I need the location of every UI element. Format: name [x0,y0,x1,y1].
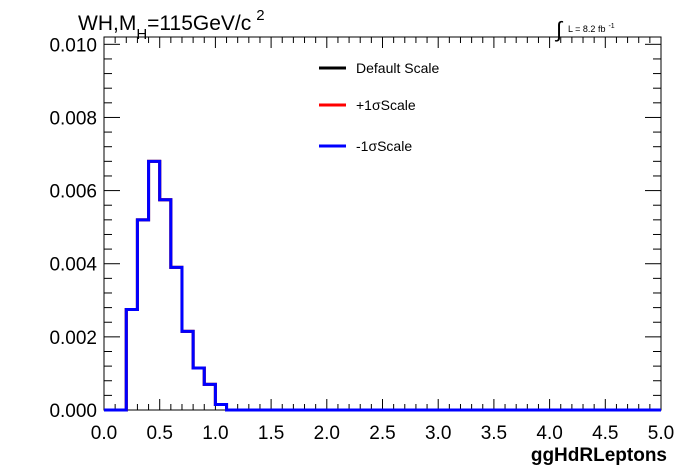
x-axis-label: ggHdRLeptons [531,445,667,466]
legend-label: Default Scale [356,60,439,76]
series-line-1 [104,161,661,410]
x-tick-label: 5.0 [648,423,674,444]
x-tick-label: 3.0 [425,423,451,444]
luminosity-label: L = 8.2 fb -1 [568,23,615,34]
x-tick-label: 2.5 [369,423,395,444]
x-tick-label: 2.0 [314,423,340,444]
x-tick-label: 3.5 [481,423,507,444]
y-tick-label: 0.000 [49,401,97,422]
x-tick-label: 0.5 [146,423,172,444]
x-tick-label: 4.0 [536,423,562,444]
histogram-series [104,161,661,410]
axis-ticks [104,37,661,410]
x-tick-label: 0.0 [91,423,117,444]
legend-label: +1σScale [356,97,416,113]
series-line-0 [104,161,661,410]
plot-frame [104,37,661,410]
integral-symbol: ∫ [554,17,564,42]
legend-label: -1σScale [356,138,412,154]
y-tick-label: 0.008 [49,108,97,129]
y-tick-label: 0.010 [49,35,97,56]
x-tick-label: 1.0 [202,423,228,444]
x-tick-label: 4.5 [592,423,618,444]
x-tick-label: 1.5 [258,423,284,444]
legend: Default Scale +1σScale -1σScale [319,60,439,154]
series-line-2 [104,161,661,410]
y-tick-label: 0.004 [49,255,97,276]
y-tick-label: 0.002 [49,328,97,349]
y-tick-label: 0.006 [49,182,97,203]
